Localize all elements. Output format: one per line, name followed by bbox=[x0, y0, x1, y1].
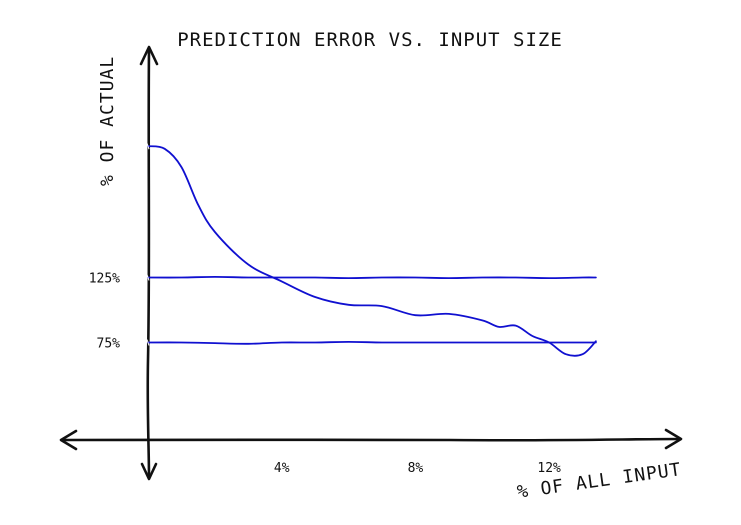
y-tick-label: 125% bbox=[89, 272, 120, 287]
x-tick-label: 4% bbox=[274, 461, 290, 476]
x-axis-arrowhead-left bbox=[59, 429, 78, 451]
y-axis-arrowhead bbox=[139, 45, 159, 66]
series-line-2 bbox=[147, 276, 597, 279]
x-tick-label: 12% bbox=[537, 461, 561, 476]
y-axis-label: % OF ACTUAL bbox=[97, 56, 118, 186]
series-line-3 bbox=[147, 341, 597, 345]
axis-gap-mark bbox=[146, 339, 150, 346]
x-axis-line bbox=[60, 437, 682, 442]
y-tick-label: 75% bbox=[97, 337, 121, 352]
series-line-1 bbox=[147, 145, 597, 357]
y-axis-line bbox=[146, 48, 151, 480]
x-tick-label: 8% bbox=[408, 461, 424, 476]
axis-gap-mark bbox=[146, 143, 150, 150]
x-axis-arrowhead-right bbox=[664, 428, 683, 450]
y-axis-arrowhead-bottom bbox=[140, 462, 158, 481]
series-lines bbox=[146, 143, 597, 357]
tick-labels: 4% 8% 12% 125% 75% bbox=[89, 272, 561, 477]
chart-title: PREDICTION ERROR VS. INPUT SIZE bbox=[177, 29, 563, 51]
axis-gap-mark bbox=[146, 274, 150, 281]
